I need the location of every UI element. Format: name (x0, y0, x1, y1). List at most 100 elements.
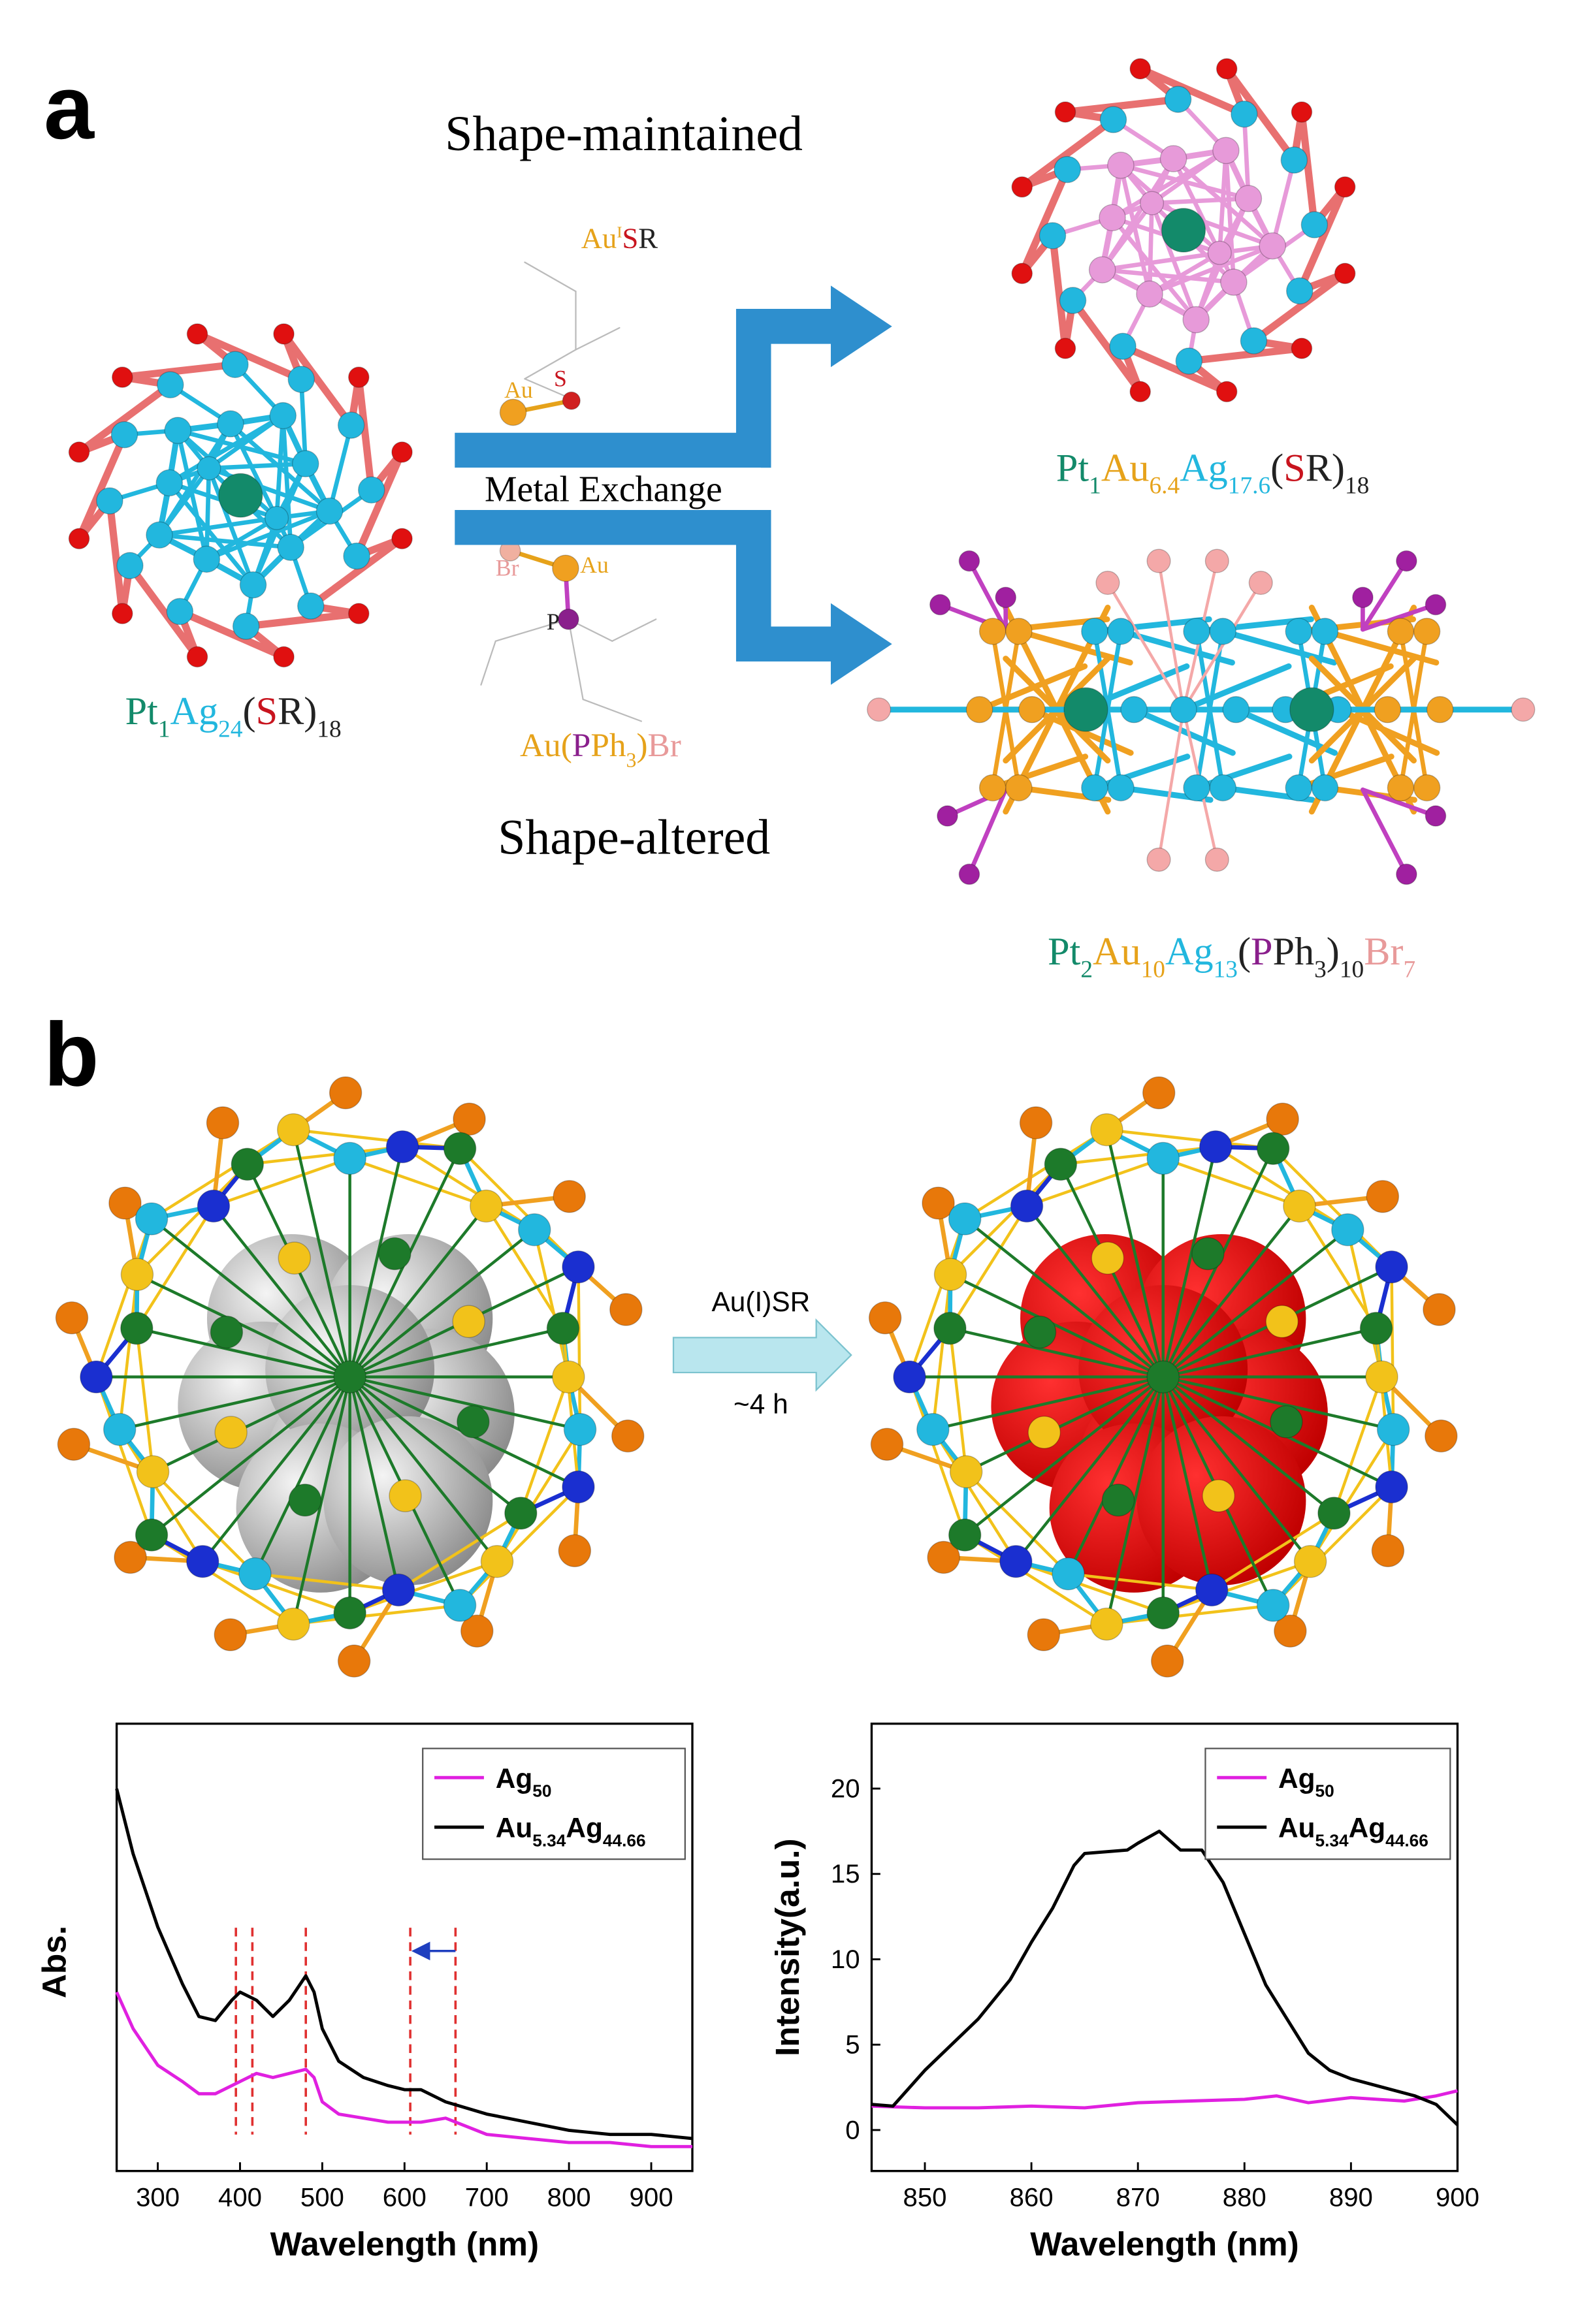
legend-label: Au5.34Ag44.66 (1278, 1813, 1428, 1851)
bond (242, 610, 363, 630)
bond (348, 1326, 565, 1378)
atom (116, 552, 144, 579)
atom (1039, 222, 1067, 249)
bond (327, 422, 354, 514)
data-line (871, 2089, 1459, 2110)
bond (1161, 1156, 1301, 1208)
bond (494, 618, 570, 642)
atom (562, 1250, 595, 1284)
atom (1107, 151, 1135, 179)
atom (343, 542, 370, 570)
x-tick-label: 900 (1436, 2182, 1479, 2212)
bond (1161, 1326, 1378, 1378)
atom (453, 1102, 486, 1136)
atom (1423, 1293, 1456, 1326)
atom (197, 456, 221, 481)
atom (1095, 571, 1120, 596)
bond (193, 330, 305, 383)
bond (1105, 1128, 1165, 1378)
atom (217, 410, 244, 438)
atom (1011, 176, 1033, 198)
bond (1061, 95, 1182, 116)
atom (1109, 332, 1137, 360)
subscript: 18 (317, 716, 341, 742)
bond (1025, 1204, 1165, 1378)
atom (68, 528, 90, 550)
legend-label: Ag50 (496, 1763, 552, 1801)
atom (1334, 176, 1356, 198)
atom (391, 441, 413, 463)
bond (355, 374, 376, 494)
bond (1069, 296, 1144, 396)
atom (1081, 774, 1108, 802)
subscript: 2 (1080, 956, 1093, 983)
atom-label: S (554, 365, 567, 391)
atom (1311, 774, 1339, 802)
arrow-label: Metal Exchange (485, 470, 722, 510)
bond (963, 1128, 1108, 1220)
subscript: 10 (1340, 956, 1364, 983)
atom-label: Au (504, 377, 533, 403)
formula-start: Pt1Ag24(SR)18 (125, 690, 342, 742)
bond (1270, 157, 1297, 248)
atom (1331, 1213, 1364, 1247)
atom (460, 1614, 494, 1647)
formula-part: Ag (170, 690, 219, 733)
bond (1118, 163, 1152, 296)
bond (1242, 112, 1251, 201)
x-tick-label: 700 (465, 2182, 509, 2212)
panel-label: b (44, 1004, 99, 1105)
atom (112, 603, 133, 624)
legend-box (422, 1747, 686, 1860)
subscript: 50 (1315, 1781, 1334, 1800)
x-tick-label: 800 (547, 2182, 591, 2212)
data-line (115, 1788, 693, 2141)
bond (1361, 788, 1438, 818)
atom (562, 391, 581, 410)
subscript: 7 (1403, 956, 1415, 983)
atom (1195, 1573, 1229, 1607)
atom (287, 366, 315, 393)
bond (1161, 1560, 1312, 1615)
atom (1240, 327, 1268, 355)
atom (1129, 58, 1152, 80)
x-tick-label: 300 (136, 2182, 180, 2212)
atom (562, 1470, 595, 1504)
atom (214, 1618, 247, 1651)
bond (150, 1217, 351, 1378)
atom (238, 1557, 272, 1591)
bond (396, 1512, 523, 1592)
atom (949, 1455, 983, 1489)
atom (347, 366, 370, 388)
atom (277, 1607, 310, 1641)
bond (1106, 581, 1185, 711)
atom (1256, 1132, 1290, 1166)
atom (1209, 774, 1236, 802)
bond (1105, 707, 1123, 790)
time-label: ~4 h (734, 1388, 788, 1419)
bond (519, 1375, 570, 1515)
atom (337, 1644, 371, 1678)
atom (135, 1518, 169, 1552)
bond (348, 1156, 488, 1208)
atom (1366, 1180, 1400, 1213)
atom (948, 1202, 982, 1235)
atom (1396, 550, 1417, 572)
atom (135, 1202, 169, 1235)
atom (333, 1360, 366, 1393)
atom (1274, 1614, 1307, 1647)
atom (978, 618, 1007, 645)
bond (1361, 788, 1409, 877)
bond (1161, 1204, 1301, 1378)
bond (151, 1375, 351, 1474)
bond (1014, 1560, 1165, 1615)
bond (118, 1427, 204, 1563)
atom (958, 550, 980, 572)
formula-part: Ag (1180, 446, 1228, 490)
subscript: 50 (532, 1781, 551, 1800)
atom (1220, 268, 1248, 296)
atom (1052, 1557, 1085, 1591)
atom (1027, 1618, 1061, 1651)
atom (443, 1132, 477, 1166)
atom (385, 1130, 419, 1164)
